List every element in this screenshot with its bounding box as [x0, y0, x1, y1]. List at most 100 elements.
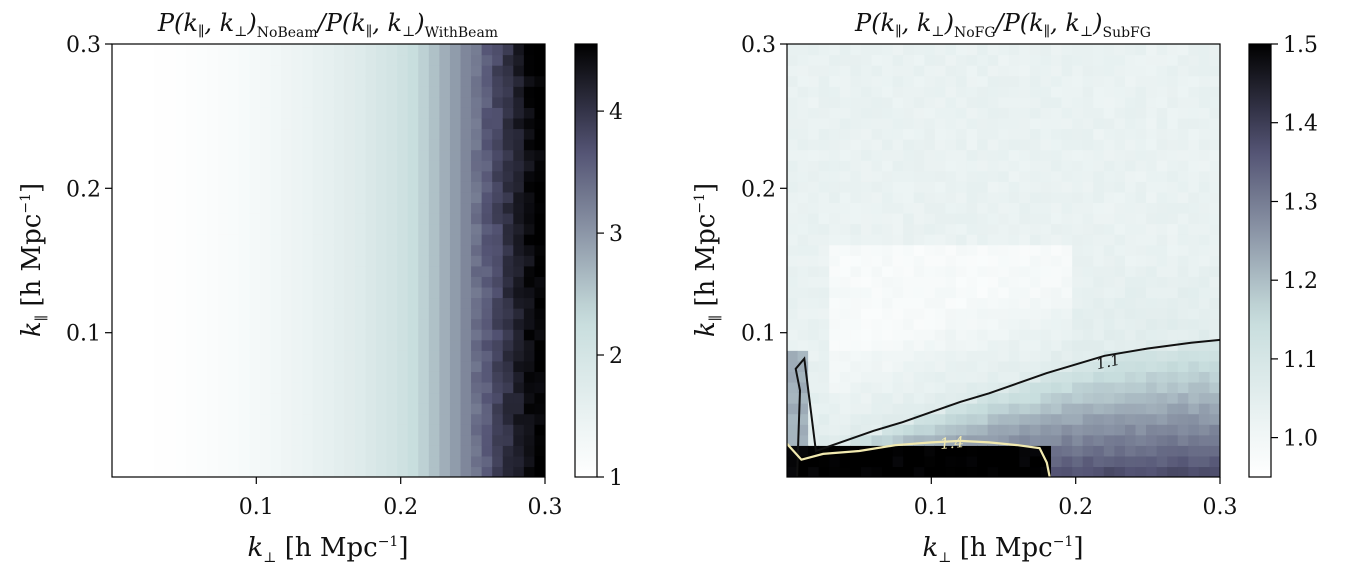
heat-cell — [523, 234, 536, 246]
heat-cell — [270, 318, 282, 330]
heat-cell — [428, 117, 440, 130]
heat-cell — [534, 44, 545, 56]
heat-cell — [1156, 96, 1168, 108]
heat-cell — [249, 244, 261, 256]
heat-cell — [998, 466, 1010, 477]
heat-cell — [1061, 308, 1073, 320]
heat-cell — [787, 117, 799, 130]
heat-cell — [977, 234, 989, 246]
heat-cell — [154, 117, 166, 130]
heat-cell — [407, 413, 419, 425]
heat-cell — [428, 255, 440, 267]
heat-cell — [839, 424, 851, 436]
heat-cell — [492, 466, 504, 477]
heat-cell — [1114, 255, 1126, 267]
heat-cell — [217, 160, 229, 172]
heat-cell — [955, 318, 968, 330]
heat-cell — [797, 255, 809, 267]
heat-cell — [207, 75, 219, 87]
heat-cell — [1135, 54, 1147, 66]
heat-cell — [808, 297, 820, 309]
heat-cell — [185, 255, 198, 267]
heat-cell — [1156, 413, 1168, 425]
heat-cell — [502, 265, 514, 277]
heat-cell — [1198, 466, 1211, 477]
heat-cell — [955, 128, 968, 140]
heat-cell — [513, 445, 525, 457]
heat-cell — [164, 255, 176, 267]
heat-cell — [471, 329, 483, 341]
heat-cell — [418, 191, 430, 204]
heat-cell — [481, 339, 493, 351]
heat-cell — [839, 255, 851, 267]
heat-cell — [1156, 181, 1168, 193]
heat-cell — [217, 339, 229, 351]
heat-cell — [1093, 329, 1105, 341]
heat-cell — [312, 244, 324, 256]
heat-cell — [513, 149, 525, 161]
heat-cell — [143, 308, 155, 320]
heat-cell — [112, 424, 124, 436]
heat-cell — [492, 54, 504, 66]
heat-cell — [1008, 44, 1020, 56]
heat-cell — [787, 96, 799, 108]
heat-cell — [1156, 318, 1168, 330]
heat-cell — [1082, 191, 1094, 204]
heat-cell — [1103, 308, 1115, 320]
heat-cell — [945, 75, 957, 87]
heat-cell — [966, 371, 978, 383]
heat-cell — [492, 392, 504, 404]
heat-cell — [850, 160, 862, 172]
heat-cell — [882, 371, 894, 383]
heat-cell — [892, 160, 904, 172]
heat-cell — [534, 191, 545, 204]
heat-cell — [892, 202, 904, 214]
heat-cell — [1019, 308, 1031, 320]
heat-cell — [1135, 244, 1147, 256]
heat-cell — [302, 381, 314, 394]
heat-cell — [1198, 455, 1211, 468]
heat-cell — [871, 413, 883, 425]
heat-cell — [1114, 44, 1126, 56]
heat-cell — [175, 170, 187, 182]
heat-cell — [397, 107, 409, 119]
heat-cell — [839, 181, 851, 193]
heat-cell — [934, 455, 947, 468]
heat-cell — [439, 212, 451, 225]
heat-cell — [1177, 392, 1189, 404]
heat-cell — [871, 191, 883, 204]
heat-cell — [270, 86, 282, 98]
heat-cell — [892, 54, 904, 66]
heat-cell — [1029, 350, 1042, 362]
heat-cell — [1082, 455, 1094, 468]
heat-cell — [1114, 107, 1126, 119]
heat-cell — [122, 75, 134, 87]
heat-cell — [1114, 86, 1126, 98]
heat-cell — [217, 318, 229, 330]
heat-cell — [133, 360, 145, 372]
heat-cell — [302, 318, 314, 330]
heat-cell — [196, 255, 208, 267]
heat-cell — [1072, 75, 1084, 87]
colorbar-tick-label: 1.0 — [1283, 427, 1318, 452]
heat-cell — [924, 44, 936, 56]
heat-cell — [808, 360, 820, 372]
heat-cell — [839, 160, 851, 172]
heat-cell — [1019, 339, 1031, 351]
contour-label-1.4: 1.4 — [939, 433, 964, 453]
heat-cell — [481, 149, 493, 161]
heat-cell — [977, 413, 989, 425]
heat-cell — [133, 403, 145, 415]
heat-cell — [1167, 286, 1179, 299]
heat-cell — [818, 191, 830, 204]
heat-cell — [185, 170, 198, 182]
heat-cell — [376, 212, 388, 225]
heat-cell — [1103, 424, 1115, 436]
heat-cell — [1198, 381, 1211, 394]
heat-cell — [1167, 223, 1179, 235]
heat-cell — [312, 308, 324, 320]
heat-cell — [1029, 297, 1042, 309]
heat-cell — [397, 75, 409, 87]
heat-cell — [481, 392, 493, 404]
heat-cell — [1029, 181, 1042, 193]
